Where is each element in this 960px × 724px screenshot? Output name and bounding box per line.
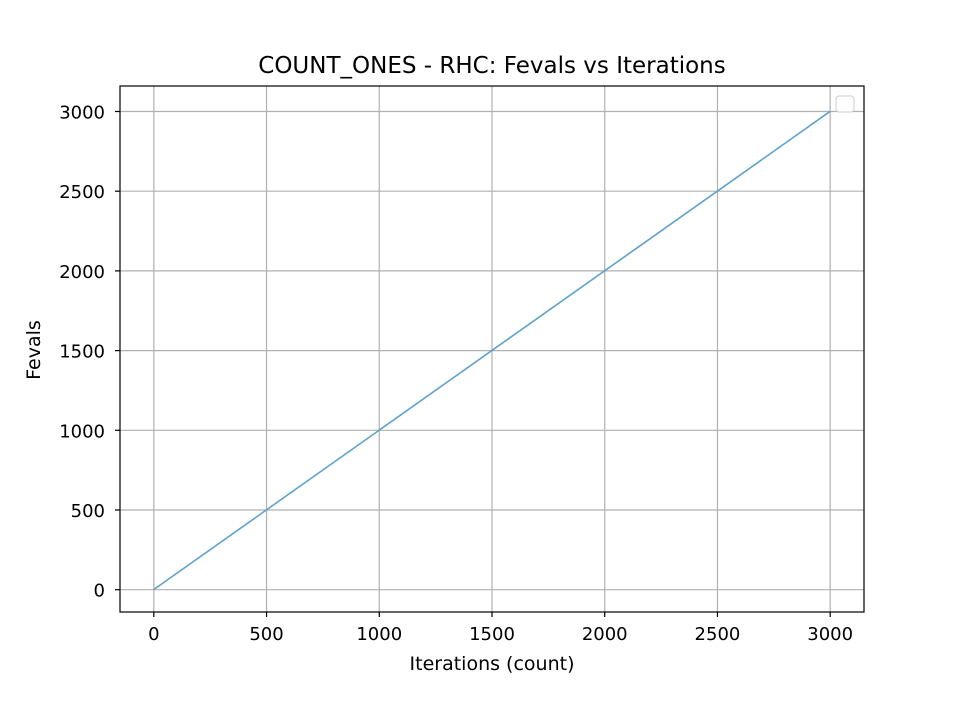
x-tick-label: 1000 xyxy=(356,624,402,645)
x-tick-label: 3000 xyxy=(807,624,853,645)
y-tick-label: 1500 xyxy=(59,342,105,363)
y-tick-label: 2000 xyxy=(59,262,105,283)
x-tick-label: 0 xyxy=(148,624,159,645)
series-layer xyxy=(153,110,831,591)
tick-layer: 0 500 1000 1500 2000 2500 3000 0 500 1000 1500 2000… xyxy=(59,103,853,645)
x-tick-label: 2000 xyxy=(582,624,628,645)
y-axis-label: Fevals xyxy=(23,320,45,380)
chart-title: COUNT_ONES - RHC: Fevals vs Iterations xyxy=(258,53,725,79)
x-tick-label: 2500 xyxy=(695,624,741,645)
y-tick-label: 500 xyxy=(71,501,105,522)
y-tick-label: 2500 xyxy=(59,182,105,203)
y-tick-label: 1000 xyxy=(59,421,105,442)
y-tick-label: 3000 xyxy=(59,103,105,124)
series-line xyxy=(153,110,831,591)
x-tick-label: 1500 xyxy=(469,624,515,645)
x-axis-label: Iterations (count) xyxy=(410,653,575,675)
x-tick-label: 500 xyxy=(249,624,283,645)
legend-box xyxy=(835,95,855,113)
y-tick-label: 0 xyxy=(94,581,105,602)
